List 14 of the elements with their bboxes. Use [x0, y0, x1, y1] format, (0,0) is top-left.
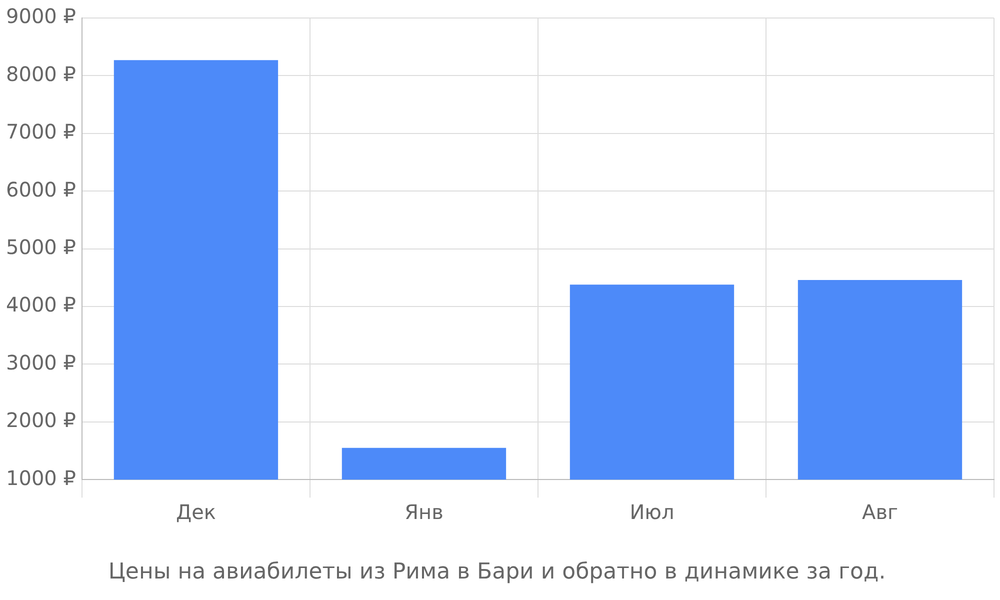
y-tick-label: 7000 ₽ — [6, 120, 76, 144]
y-tick-label: 6000 ₽ — [6, 177, 76, 202]
x-tick-label: Янв — [404, 500, 444, 524]
text: Цены на авиабилеты из Рима в Бари и обратно в динамике за год. — [108, 560, 886, 585]
y-tick-label: 8000 ₽ — [6, 62, 76, 86]
x-tick-label: Дек — [176, 500, 216, 524]
x-tick-label: Авг — [862, 500, 898, 524]
y-tick-label: 4000 ₽ — [6, 292, 76, 317]
y-tick-label: 5000 ₽ — [6, 235, 76, 260]
x-tick-label: Июл — [630, 500, 674, 524]
y-tick-label: 3000 ₽ — [6, 350, 76, 374]
y-tick-label: 2000 ₽ — [6, 408, 76, 432]
y-tick-label: 1000 ₽ — [6, 466, 76, 490]
y-tick-label: 9000 ₽ — [6, 4, 76, 28]
